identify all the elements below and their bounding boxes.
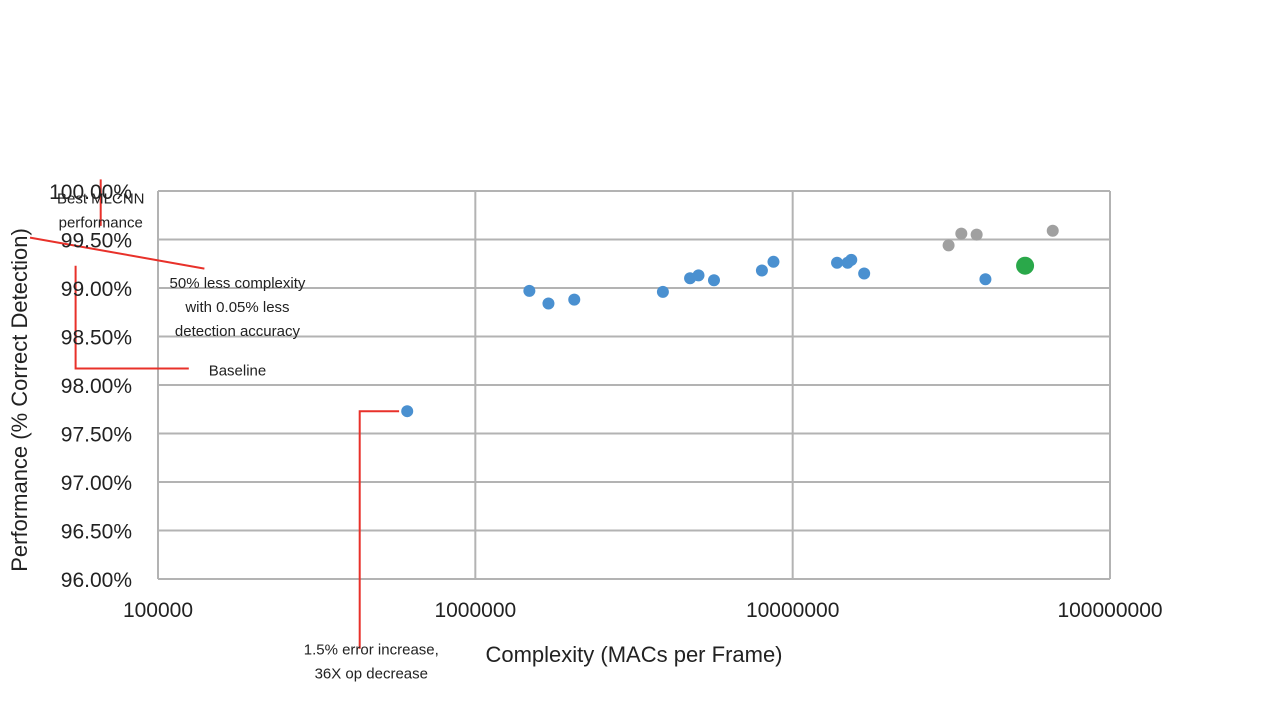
data-point bbox=[401, 405, 414, 418]
data-point bbox=[692, 269, 705, 282]
y-tick-label: 96.00% bbox=[61, 569, 132, 592]
y-tick-label: 96.50% bbox=[61, 521, 132, 544]
data-point bbox=[542, 297, 555, 310]
data-point bbox=[523, 284, 536, 297]
data-point bbox=[979, 273, 992, 286]
annotation-label: 36X op decrease bbox=[315, 666, 428, 683]
x-tick-label: 100000000 bbox=[1057, 599, 1162, 622]
x-tick-label: 1000000 bbox=[434, 599, 516, 622]
y-tick-label: 97.00% bbox=[61, 472, 132, 495]
data-point bbox=[858, 267, 871, 280]
annotation-label: with 0.05% less bbox=[184, 299, 289, 316]
y-tick-label: 99.50% bbox=[61, 230, 132, 253]
data-point bbox=[942, 239, 955, 252]
data-point bbox=[970, 228, 983, 241]
y-axis-title: Performance (% Correct Detection) bbox=[7, 228, 32, 572]
y-tick-label: 99.00% bbox=[61, 278, 132, 301]
x-tick-label: 10000000 bbox=[746, 599, 839, 622]
data-point bbox=[707, 274, 720, 287]
data-point bbox=[755, 264, 768, 277]
data-point bbox=[767, 255, 780, 268]
x-tick-label: 100000 bbox=[123, 599, 193, 622]
data-point bbox=[955, 227, 968, 240]
annotation-label: detection accuracy bbox=[175, 323, 301, 340]
grid-lines bbox=[157, 190, 1111, 580]
x-axis-title: Complexity (MACs per Frame) bbox=[485, 642, 782, 667]
data-point bbox=[1046, 224, 1059, 237]
tick-labels: 96.00% 96.50% 97.00% 97.50% 98.00% 98.50% 99.0… bbox=[49, 181, 1162, 622]
annotation-label: 50% less complexity bbox=[170, 275, 306, 292]
annotation-leader-line bbox=[74, 265, 189, 370]
data-points bbox=[401, 224, 1059, 418]
annotation-label: 1.5% error increase, bbox=[304, 642, 439, 659]
data-point bbox=[831, 256, 844, 269]
data-point bbox=[656, 285, 669, 298]
y-tick-label: 100.00% bbox=[49, 181, 132, 204]
annotation-label: Baseline bbox=[209, 362, 267, 379]
annotations: 0.27% error increase, 36x op decreaseBes… bbox=[57, 191, 439, 683]
annotation-leader-line bbox=[358, 410, 400, 649]
data-point bbox=[568, 293, 581, 306]
y-tick-label: 97.50% bbox=[61, 424, 132, 447]
annotation-label: Best MLCNN bbox=[57, 191, 145, 208]
data-point bbox=[845, 253, 858, 266]
annotation-label: performance bbox=[59, 215, 143, 232]
annotation-leaders bbox=[29, 179, 400, 649]
y-tick-label: 98.50% bbox=[61, 327, 132, 350]
y-tick-label: 98.00% bbox=[61, 375, 132, 398]
data-point bbox=[1016, 256, 1035, 275]
annotation-leader-line bbox=[29, 236, 205, 270]
